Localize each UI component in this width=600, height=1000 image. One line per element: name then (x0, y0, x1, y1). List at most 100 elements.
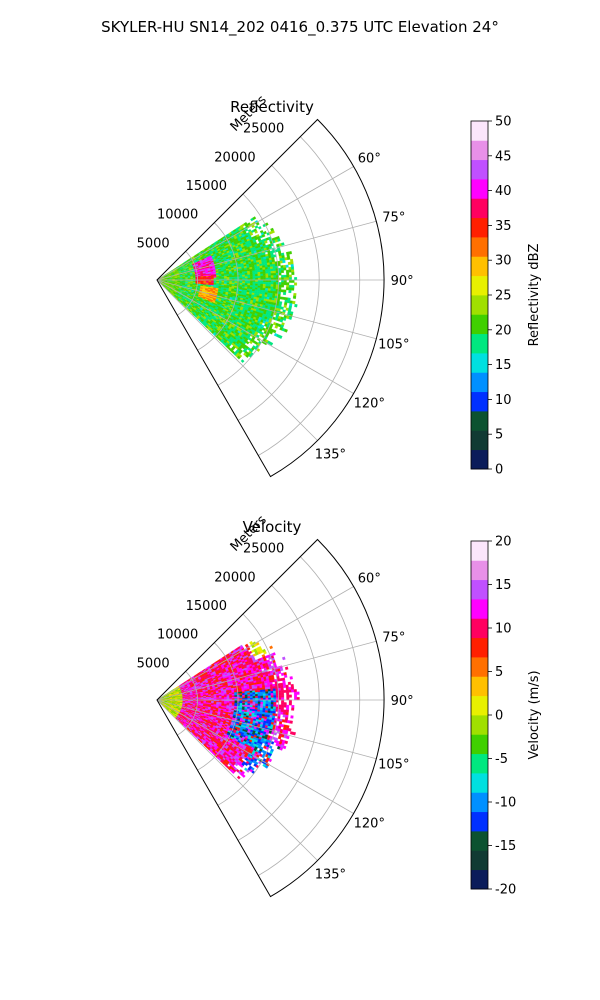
data-cell (290, 684, 294, 688)
colorbar-tick-label: 5 (495, 428, 503, 443)
data-cell (288, 284, 292, 288)
theta-tick-label: 75° (382, 211, 405, 226)
data-cell (262, 275, 266, 279)
data-cell (268, 275, 272, 279)
data-cell (286, 689, 290, 693)
data-cell (257, 687, 261, 691)
data-cell (237, 281, 240, 284)
data-cell (265, 691, 269, 694)
data-cell (294, 282, 298, 286)
data-cell (229, 274, 233, 276)
data-cell (234, 695, 238, 698)
data-cell (224, 697, 228, 699)
data-cell (255, 703, 259, 706)
data-cell (255, 283, 259, 286)
data-cell (244, 692, 248, 696)
colorbar-segment (471, 217, 488, 238)
colorbar-tick-label: 10 (495, 393, 512, 408)
data-cell (262, 689, 266, 693)
data-cell (268, 246, 273, 250)
data-cell (291, 689, 295, 693)
data-cell (262, 687, 266, 690)
colorbar-segment (471, 449, 488, 470)
data-cell (255, 701, 259, 705)
data-cell (267, 271, 271, 274)
reflectivity-data-layer (158, 216, 298, 364)
data-cell (294, 697, 298, 701)
data-cell (249, 694, 253, 697)
data-cell (281, 274, 285, 278)
data-cell (273, 692, 277, 696)
data-cell (254, 705, 258, 708)
data-cell (260, 691, 264, 695)
data-cell (270, 270, 274, 274)
data-cell (239, 281, 243, 284)
data-cell (247, 274, 251, 277)
data-cell (286, 269, 290, 273)
data-cell (234, 282, 238, 285)
data-cell (242, 274, 246, 277)
data-cell (244, 281, 248, 284)
data-cell (288, 274, 292, 278)
data-cell (288, 289, 292, 294)
data-cell (257, 287, 261, 291)
data-cell (252, 276, 256, 279)
data-cell (267, 686, 271, 690)
colorbar-tick-label: 25 (495, 289, 512, 304)
data-cell (265, 689, 269, 692)
data-cell (257, 273, 261, 277)
colorbar-segment (471, 275, 488, 296)
data-cell (265, 273, 269, 276)
data-cell (234, 275, 238, 278)
data-cell (260, 275, 264, 279)
data-cell (280, 690, 284, 693)
data-cell (231, 275, 235, 278)
colorbar-label: Reflectivity dBZ (527, 244, 542, 347)
data-cell (265, 706, 269, 709)
colorbar-tick-label: 45 (495, 149, 512, 164)
figure-title: SKYLER-HU SN14_202 0416_0.375 UTC Elevat… (101, 18, 499, 37)
data-cell (254, 690, 258, 693)
data-cell (288, 287, 292, 291)
data-cell (208, 277, 212, 280)
data-cell (270, 690, 274, 694)
data-cell (254, 285, 258, 288)
data-cell (237, 276, 240, 279)
data-cell (231, 276, 235, 279)
data-cell (278, 272, 282, 276)
data-cell (265, 271, 269, 274)
data-cell (250, 276, 253, 279)
data-cell (270, 702, 274, 705)
data-cell (234, 281, 238, 284)
data-cell (282, 656, 286, 661)
data-cell (262, 283, 266, 287)
data-cell (240, 359, 245, 364)
data-cell (262, 287, 266, 291)
data-cell (288, 266, 292, 271)
data-cell (285, 684, 289, 688)
colorbar-tick-label: 30 (495, 254, 512, 269)
data-cell (249, 272, 253, 275)
data-cell (250, 696, 253, 699)
data-cell (257, 225, 262, 230)
data-cell (270, 284, 274, 287)
data-cell (265, 704, 269, 707)
data-cell (260, 703, 264, 707)
data-cell (262, 705, 266, 709)
data-cell (287, 256, 291, 260)
data-cell (261, 234, 266, 238)
data-cell (291, 271, 295, 275)
data-cell (283, 689, 287, 693)
data-cell (273, 272, 277, 276)
data-cell (247, 694, 251, 697)
data-cell (293, 691, 297, 695)
data-cell (293, 293, 297, 297)
data-cell (255, 221, 260, 226)
data-cell (283, 282, 287, 286)
data-cell (269, 645, 273, 650)
theta-tick-label: 60° (358, 151, 381, 166)
data-cell (272, 688, 276, 692)
data-cell (291, 707, 295, 711)
data-cell (267, 266, 271, 270)
data-cell (242, 701, 246, 704)
